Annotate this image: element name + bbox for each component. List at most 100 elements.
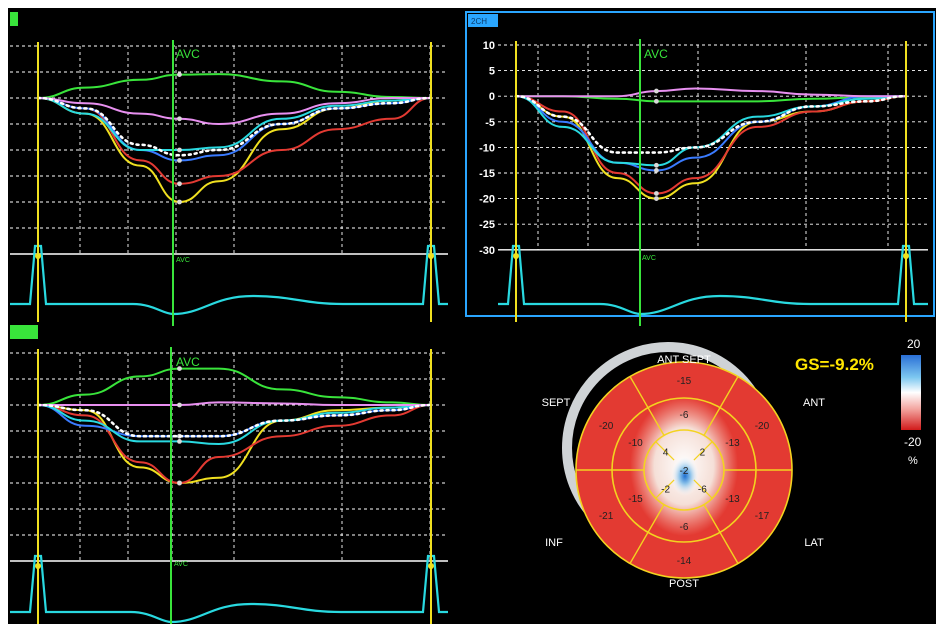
series-point	[654, 98, 659, 104]
label-post: POST	[669, 578, 699, 590]
y-tick-label: -25	[479, 219, 495, 231]
segment-value: -15	[628, 494, 643, 505]
segment-value: -17	[755, 511, 770, 522]
segment-value: -21	[599, 511, 614, 522]
segment-value: 2	[700, 448, 706, 459]
series-point	[654, 88, 659, 94]
segment-value: -10	[628, 438, 643, 449]
segment-lines	[575, 361, 793, 579]
label-ant: ANT	[803, 397, 825, 409]
color-scale-bar	[901, 355, 921, 430]
segment-divider	[693, 441, 713, 461]
series-point	[177, 116, 182, 122]
apex-blue-region	[671, 456, 699, 496]
y-tick-label: -30	[479, 245, 495, 257]
strain-series-5	[515, 87, 907, 98]
y-tick-label: 0	[489, 91, 495, 103]
strain-series-6	[36, 403, 433, 438]
series-point	[654, 162, 659, 168]
series-point	[654, 196, 659, 202]
panel-tag	[10, 325, 38, 339]
strain-series-0	[37, 73, 432, 99]
global-strain-label: GS=-9.2%	[795, 355, 874, 374]
series-point	[177, 439, 182, 444]
segment-value: -13	[725, 494, 740, 505]
ec-marker-dot	[428, 563, 434, 569]
strain-series-4	[37, 404, 432, 446]
ec-marker-dot	[903, 253, 909, 259]
series-point	[177, 199, 182, 205]
y-tick-label: -5	[485, 117, 495, 129]
strain-display: AVC AVC 2CH 10 5 0 -5 -10 -15 -20 -25 -30 AVC AV…	[10, 11, 935, 624]
label-sept: SEPT	[542, 397, 571, 409]
avc-ecg-label: AVC	[176, 257, 190, 264]
avc-ecg-label: AVC	[642, 255, 656, 262]
series-point	[654, 191, 659, 196]
segment-divider	[693, 479, 713, 499]
segment-value: -13	[725, 438, 740, 449]
strain-series-3	[37, 97, 432, 162]
avc-label: AVC	[176, 355, 200, 369]
segment-value: -6	[698, 484, 707, 495]
series-point	[177, 181, 182, 187]
strain-series-1	[37, 97, 432, 204]
segment-values: -15 -20 -17 -14 -21 -20 -6 -13 -13 -6 -15 -10 4 2 -6 -2…	[599, 376, 770, 567]
segment-divider	[629, 504, 665, 564]
label-inf: INF	[545, 537, 563, 549]
strain-series-6	[36, 96, 433, 157]
strain-curves	[514, 87, 908, 202]
segment-value: -20	[755, 421, 770, 432]
avc-ecg-label: AVC	[174, 561, 188, 568]
series-point	[177, 158, 182, 163]
segment-divider	[703, 504, 739, 564]
segment-value: -15	[677, 376, 692, 387]
y-tick-label: -20	[479, 194, 495, 206]
y-tick-label: -15	[479, 168, 495, 180]
series-point	[177, 402, 182, 408]
segment-divider	[629, 376, 665, 436]
segment-value: 4	[663, 448, 669, 459]
grid	[498, 44, 928, 251]
strain-panel-top-left[interactable]: AVC AVC	[10, 12, 448, 326]
strain-curves	[36, 72, 433, 205]
avc-label: AVC	[644, 47, 668, 61]
strain-panel-top-right[interactable]: 2CH 10 5 0 -5 -10 -15 -20 -25 -30 AVC AVC	[465, 11, 935, 326]
ec-marker-dot	[428, 253, 434, 259]
segment-value: -20	[599, 421, 614, 432]
segment-value: -14	[677, 556, 692, 567]
y-axis-ticks: 10 5 0 -5 -10 -15 -20 -25 -30	[479, 40, 495, 257]
strain-series-1	[37, 404, 432, 485]
ecg-trace	[10, 554, 448, 624]
series-point	[177, 72, 182, 77]
strain-series-0	[37, 367, 432, 406]
ecg-trace	[498, 244, 928, 316]
strain-series-5	[37, 401, 432, 406]
scale-max: 20	[907, 337, 921, 351]
segment-value: -2	[661, 484, 670, 495]
strain-series-2	[515, 95, 907, 195]
selected-frame	[465, 11, 935, 317]
ecg-trace	[10, 244, 448, 316]
ed-marker-dot	[513, 253, 519, 259]
series-point	[177, 147, 182, 153]
y-tick-label: -10	[479, 142, 495, 154]
strain-series-4	[37, 97, 432, 151]
strain-series-3	[515, 95, 907, 172]
panel-tag-label: 2CH	[471, 17, 487, 26]
panel-tag	[10, 12, 18, 26]
scale-min: -20	[904, 435, 922, 449]
y-tick-label: 5	[489, 66, 495, 78]
series-point	[177, 480, 182, 486]
segment-divider	[655, 479, 675, 499]
strain-panel-bottom-left[interactable]: AVC AVC	[10, 325, 448, 624]
segment-divider	[655, 441, 675, 461]
strain-series-5	[37, 97, 432, 126]
panel-tag	[468, 14, 498, 27]
ecg-waveform	[498, 244, 928, 316]
ed-marker-dot	[35, 253, 41, 259]
ed-marker-dot	[35, 563, 41, 569]
bullseye-plot[interactable]: -15 -20 -17 -14 -21 -20 -6 -13 -13 -6 -15 -10 4 2 -6 -2…	[542, 337, 922, 590]
grid	[10, 45, 448, 255]
ecg-waveform	[10, 244, 448, 316]
series-point	[654, 168, 659, 173]
